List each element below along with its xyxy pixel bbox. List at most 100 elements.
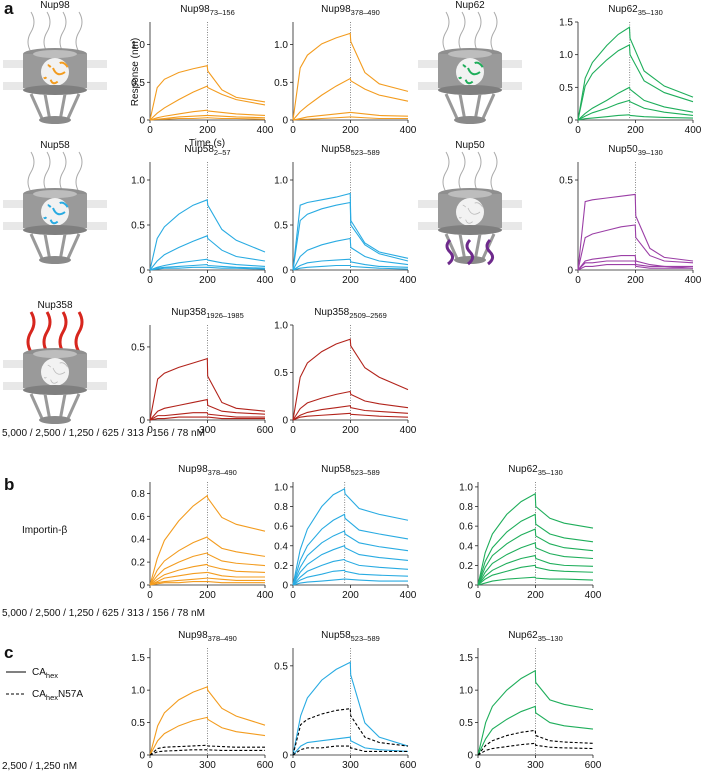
filament [442,11,450,53]
sensorgram-line [477,669,594,756]
fg-repeat [43,216,48,220]
y-tick-label: 0.5 [459,718,473,729]
schematic-label: Nup50 [455,140,485,151]
chart-title-sub: 35–130 [638,8,663,17]
sensorgram-line [149,398,266,421]
basket-strut [59,393,67,419]
x-tick-label: 600 [585,760,602,771]
chart: Nup582–57 0 0.5 1.0 0 200 400 [131,144,274,286]
sensorgram-line [477,492,594,586]
y-tick-label: 0.2 [459,561,473,572]
chart-title: Nup3581926–1985 [171,307,244,320]
x-tick-label: 400 [400,425,417,436]
fg-repeat [52,67,66,76]
ring [33,50,77,58]
sensorgram-line [292,390,409,421]
chart-title-sub: 523–589 [351,634,380,643]
y-tick-label: 0.2 [131,558,145,569]
y-tick-label: 1.5 [131,653,145,664]
sensorgram-line [477,729,594,756]
basket-ring [39,256,71,264]
y-tick-label: 0.6 [459,522,473,533]
chart-title-main: Nup358 [171,307,206,318]
legend-entry: CAhex [32,667,58,680]
filament [27,151,35,193]
fg-repeat [465,219,473,224]
x-tick-label: 200 [342,590,359,601]
filament [458,11,466,53]
y-tick-label: 0 [282,581,288,592]
sensorgram-line [149,744,265,756]
fg-repeat [474,61,484,68]
y-tick-label: 1.0 [459,686,473,697]
sensorgram-line [292,578,408,586]
y-tick-label: 0.5 [131,221,145,232]
x-tick-label: 200 [342,275,359,286]
x-tick-label: 200 [342,125,359,136]
filament [43,151,51,193]
chart-title: Nup98378–490 [178,464,237,477]
basket-strut [458,233,466,259]
x-tick-label: 300 [342,760,359,771]
sensorgram-line [292,405,409,421]
x-tick-label: 300 [199,425,216,436]
fg-repeat [462,204,467,208]
y-tick-label: 1.0 [274,321,288,332]
y-tick-label: 0.5 [274,661,288,672]
fg-repeat [52,367,66,375]
x-tick-label: 200 [199,590,216,601]
sensorgram-line [292,237,409,271]
chart: Nup58523–589 0 0.5 0 300 600 [274,630,417,771]
y-tick-label: 0.5 [559,83,573,94]
y-tick-label: 0.5 [131,78,145,89]
panel-letter: a [4,0,14,18]
chart-title: Nup6235–130 [608,4,663,17]
y-tick-label: 0.5 [274,221,288,232]
sensorgram-line [149,199,266,271]
sensorgram-line [149,258,266,271]
fg-repeat [59,61,69,68]
chart-title-main: Nup62 [508,464,538,475]
chart: Nup3581926–1985 0 0.5 0 300 600 [131,307,274,436]
sensorgram-line [477,576,594,586]
basket-strut [29,93,44,119]
nup50-strand [465,238,475,266]
basket-strut [29,393,44,419]
concentration-note: 5,000 / 2,500 / 1,250 / 625 / 313 / 156 … [2,608,205,619]
sensorgram-line [577,86,694,121]
chart-title-sub: 378–490 [208,468,237,477]
chart-title-sub: 35–130 [538,634,563,643]
filament [59,11,67,53]
x-tick-label: 600 [257,760,274,771]
y-tick-label: 0.8 [131,489,145,500]
x-tick-label: 0 [290,760,296,771]
sensorgram-line [292,111,409,121]
y-tick-label: 0 [567,116,573,127]
y-tick-label: 1.0 [274,176,288,187]
x-tick-label: 600 [400,760,417,771]
sensorgram-line [577,260,694,271]
y-tick-label: 1.0 [559,50,573,61]
sensorgram-line [149,416,265,421]
x-tick-label: 200 [342,425,359,436]
sensorgram-line [292,192,409,271]
x-tick-label: 200 [527,590,544,601]
basket-strut [481,233,496,259]
sensorgram-line [149,85,266,121]
y-tick-label: 1.5 [459,653,473,664]
fg-repeat [59,201,69,208]
y-tick-label: 0 [139,581,145,592]
chart-title-main: Nup62 [508,630,538,641]
sensorgram-line [292,745,408,756]
y-tick-label: 1.0 [131,686,145,697]
chart-title: Nup58523–589 [321,630,380,643]
basket-strut [474,93,482,119]
fg-repeat [474,202,484,208]
y-tick-label: 1.0 [274,40,288,51]
chart-title-main: Nup98 [178,630,208,641]
y-tick-label: 0.5 [274,78,288,89]
x-tick-label: 400 [685,125,702,136]
sensorgram-line [292,736,409,756]
fg-repeat [49,219,59,225]
ring [438,225,502,235]
